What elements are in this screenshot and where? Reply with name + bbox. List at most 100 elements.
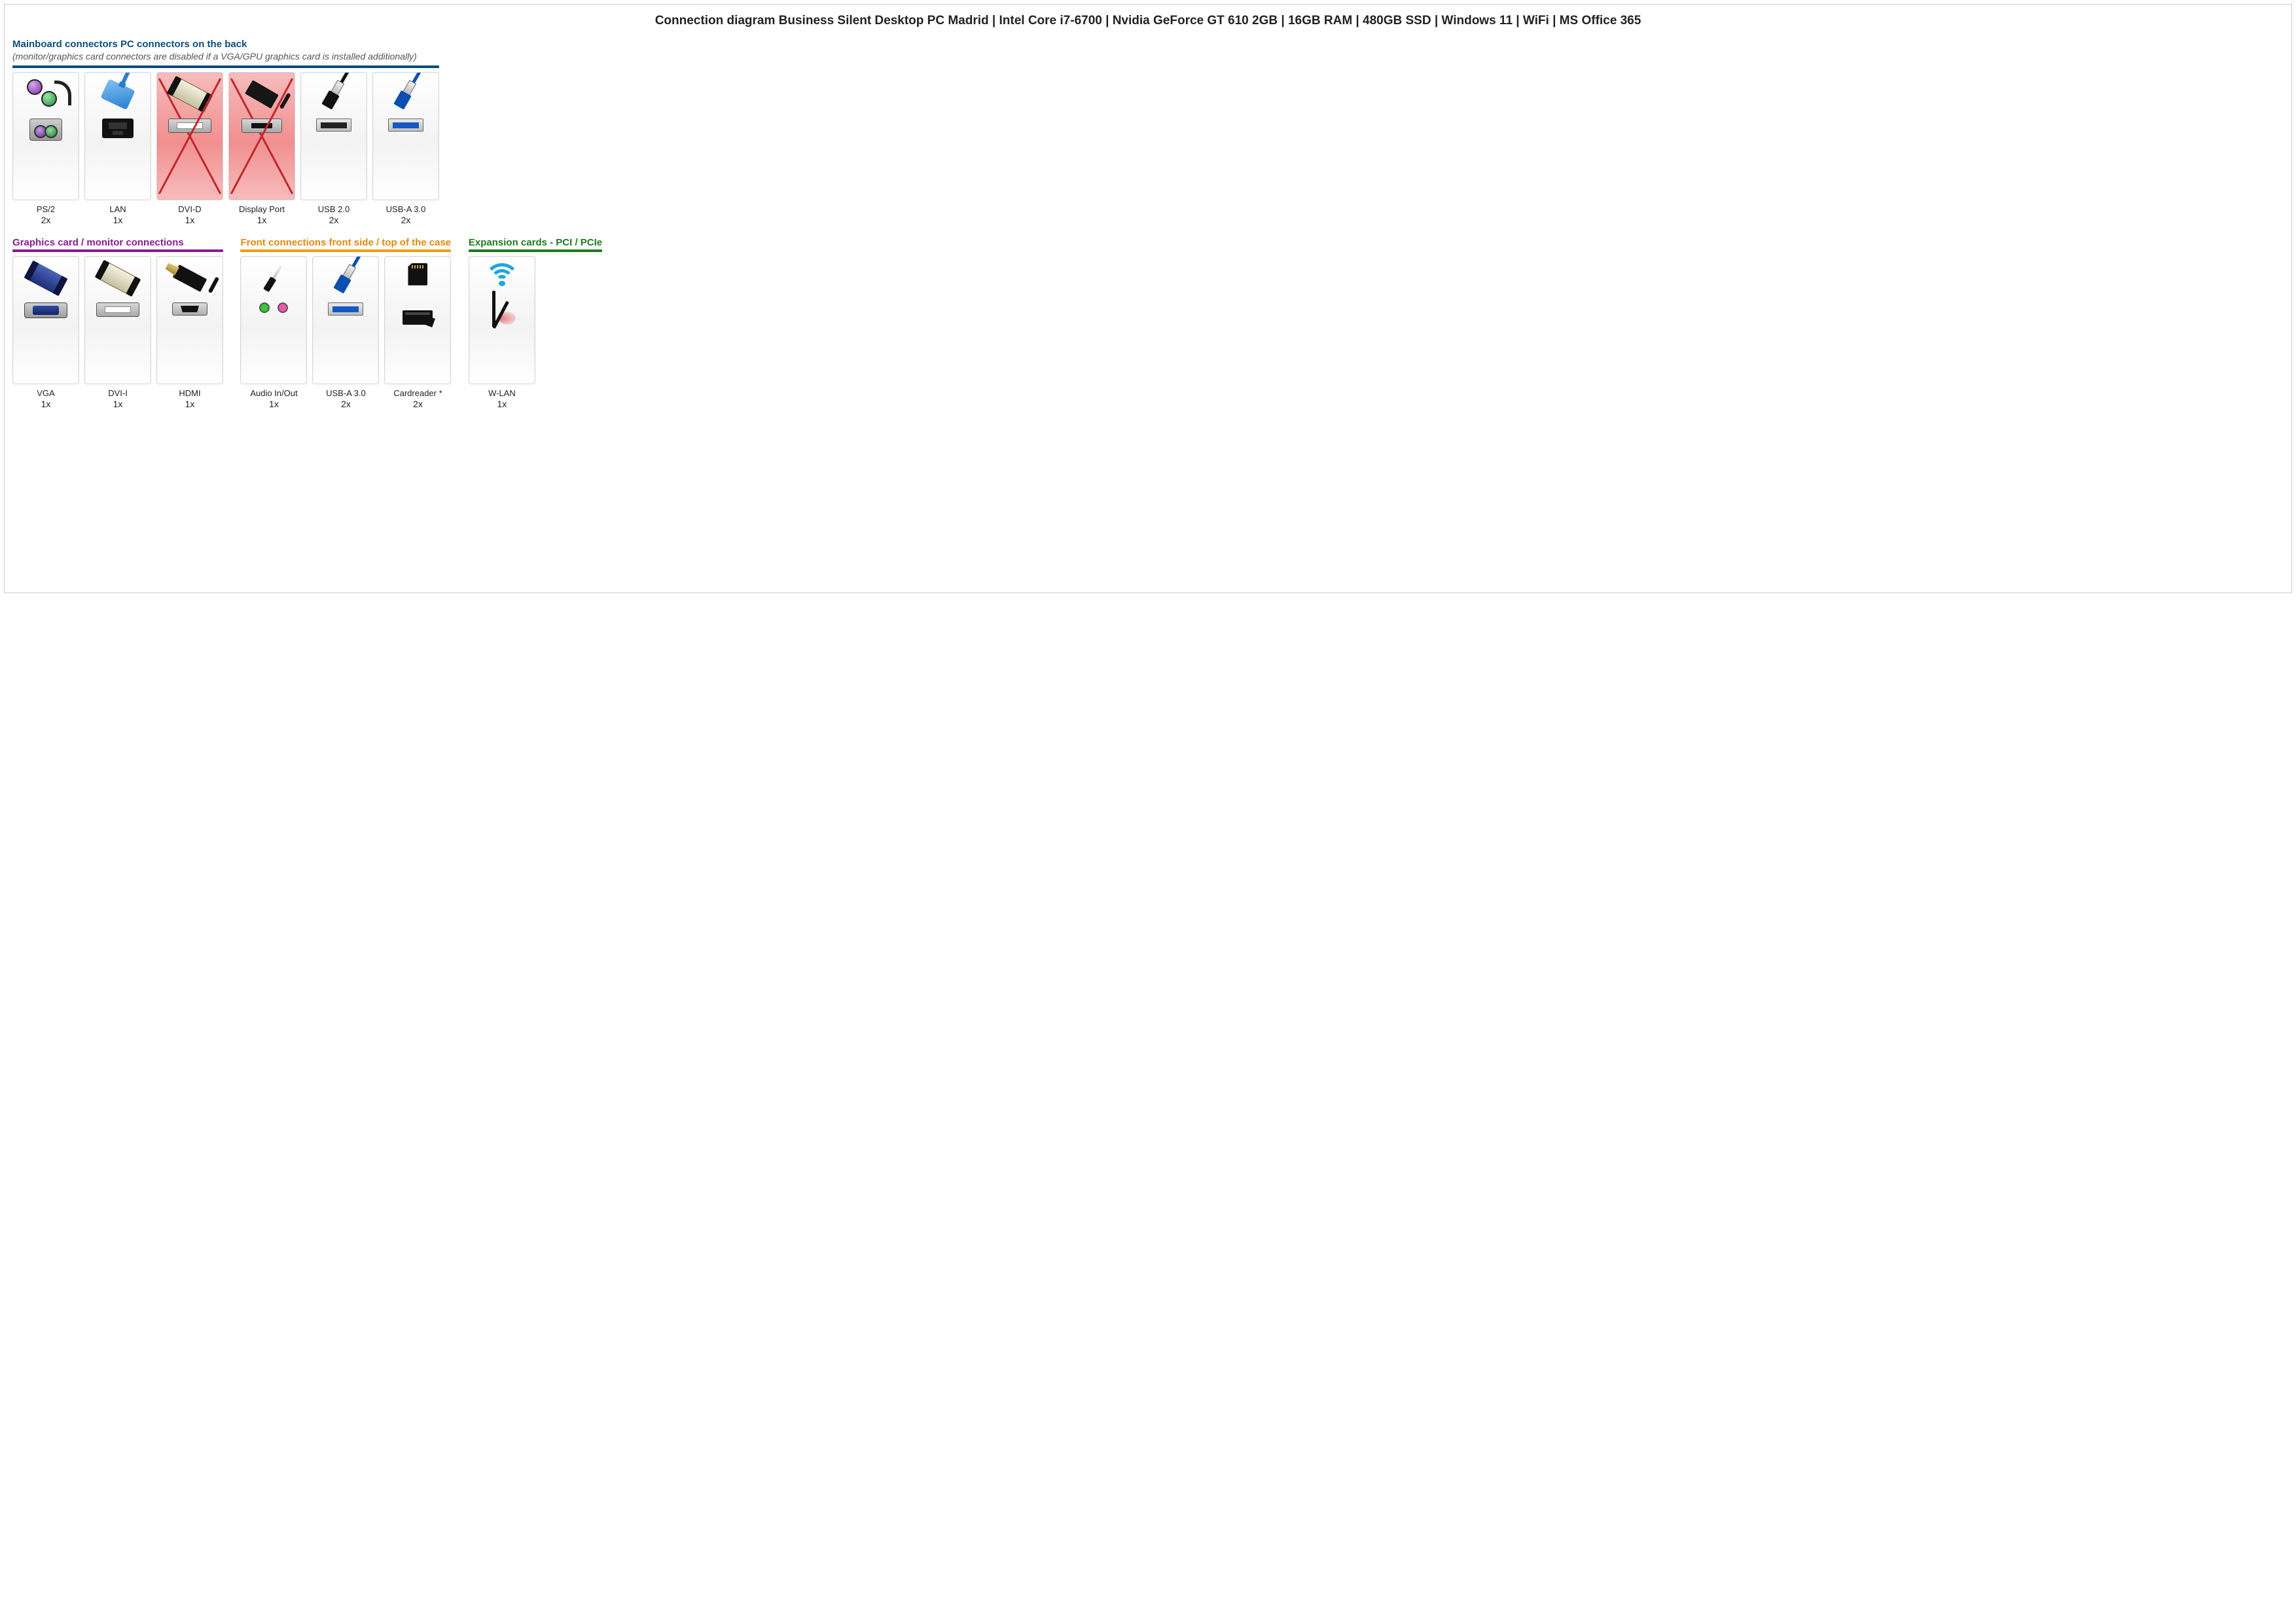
cards-front: Audio In/Out 1x USB-A 3.0 2x: [240, 256, 451, 409]
wlan-antenna-icon: [486, 288, 518, 327]
label-displayport: Display Port: [228, 204, 295, 215]
dvi-plug-icon: [167, 79, 213, 109]
audio-ports-icon: [259, 302, 288, 313]
label-usb2: USB 2.0: [300, 204, 367, 215]
connector-usb3-rear: USB-A 3.0 2x: [372, 72, 439, 225]
row-mainboard: Mainboard connectors PC connectors on th…: [12, 39, 2284, 237]
connector-usb3-front: USB-A 3.0 2x: [312, 256, 379, 409]
label-cardreader: Cardreader *: [384, 388, 451, 399]
connector-audio: Audio In/Out 1x: [240, 256, 307, 409]
rule-front: [240, 249, 451, 252]
dvi-i-port-icon: [96, 302, 139, 317]
usb3-plug-icon: [383, 79, 429, 109]
tile-lan: [84, 72, 151, 200]
connector-ps2: PS/2 2x: [12, 72, 79, 225]
connector-lan: LAN 1x: [84, 72, 151, 225]
audio-plug-icon: [251, 263, 296, 293]
connector-wlan: W-LAN 1x: [469, 256, 535, 409]
connection-diagram-page: Connection diagram Business Silent Deskt…: [4, 4, 2292, 593]
vga-port-icon: [24, 302, 67, 318]
hdmi-port-icon: [172, 302, 207, 316]
count-displayport: 1x: [228, 215, 295, 225]
label-dvid: DVI-D: [156, 204, 223, 215]
tile-usb3-front: [312, 256, 379, 384]
wifi-icon: [484, 263, 520, 287]
count-dvii: 1x: [84, 399, 151, 409]
section-title-mainboard: Mainboard connectors PC connectors on th…: [12, 39, 439, 50]
usb3-front-plug-icon: [323, 263, 368, 293]
usb2-port-icon: [316, 119, 351, 132]
connector-displayport: Display Port 1x: [228, 72, 295, 225]
section-front: Front connections front side / top of th…: [240, 237, 451, 409]
count-dvid: 1x: [156, 215, 223, 225]
label-usb3-front: USB-A 3.0: [312, 388, 379, 399]
usb3-front-port-icon: [328, 302, 363, 316]
rj45-plug-icon: [95, 79, 141, 109]
displayport-plug-icon: [239, 79, 285, 109]
count-audio: 1x: [240, 399, 307, 409]
count-ps2: 2x: [12, 215, 79, 225]
label-lan: LAN: [84, 204, 151, 215]
cardreader-slot-icon: [403, 310, 433, 325]
tile-wlan: [469, 256, 535, 384]
count-usb3-rear: 2x: [372, 215, 439, 225]
tile-vga: [12, 256, 79, 384]
count-lan: 1x: [84, 215, 151, 225]
tile-usb2: [300, 72, 367, 200]
rule-mainboard: [12, 65, 439, 68]
section-title-expansion: Expansion cards - PCI / PCIe: [469, 237, 602, 248]
cards-expansion: W-LAN 1x: [469, 256, 602, 409]
rule-graphics: [12, 249, 223, 252]
usb2-plug-icon: [311, 79, 357, 109]
count-cardreader: 2x: [384, 399, 451, 409]
vga-plug-icon: [23, 263, 69, 293]
count-vga: 1x: [12, 399, 79, 409]
count-usb3-front: 2x: [312, 399, 379, 409]
label-ps2: PS/2: [12, 204, 79, 215]
connector-usb2: USB 2.0 2x: [300, 72, 367, 225]
tile-hdmi: [156, 256, 223, 384]
dvi-d-port-icon: [168, 119, 211, 133]
count-usb2: 2x: [300, 215, 367, 225]
row-lower: Graphics card / monitor connections VGA …: [12, 237, 2284, 421]
label-usb3-rear: USB-A 3.0: [372, 204, 439, 215]
section-title-graphics: Graphics card / monitor connections: [12, 237, 223, 248]
connector-vga: VGA 1x: [12, 256, 79, 409]
audio-out-jack-icon: [259, 302, 270, 313]
label-dvii: DVI-I: [84, 388, 151, 399]
count-hdmi: 1x: [156, 399, 223, 409]
hdmi-plug-icon: [167, 263, 213, 293]
tile-cardreader: [384, 256, 451, 384]
cards-mainboard: PS/2 2x LAN 1x: [12, 72, 439, 225]
tile-dvii: [84, 256, 151, 384]
tile-ps2: [12, 72, 79, 200]
tile-displayport: [228, 72, 295, 200]
section-mainboard: Mainboard connectors PC connectors on th…: [12, 39, 439, 225]
section-title-front: Front connections front side / top of th…: [240, 237, 451, 248]
connector-hdmi: HDMI 1x: [156, 256, 223, 409]
audio-in-jack-icon: [278, 302, 288, 313]
connector-dvid: DVI-D 1x: [156, 72, 223, 225]
cards-graphics: VGA 1x DVI-I 1x: [12, 256, 223, 409]
connector-cardreader: Cardreader * 2x: [384, 256, 451, 409]
section-expansion: Expansion cards - PCI / PCIe W-LAN 1x: [469, 237, 602, 409]
label-audio: Audio In/Out: [240, 388, 307, 399]
rj45-port-icon: [102, 119, 134, 138]
page-title: Connection diagram Business Silent Deskt…: [12, 12, 2284, 29]
count-wlan: 1x: [469, 399, 535, 409]
ps2-plug-icon: [23, 79, 69, 109]
displayport-port-icon: [242, 119, 282, 133]
dvii-plug-icon: [95, 263, 141, 293]
rule-expansion: [469, 249, 602, 252]
ps2-port-icon: [29, 119, 62, 141]
usb3-port-icon: [388, 119, 423, 132]
sdcard-icon: [395, 263, 440, 293]
tile-audio: [240, 256, 307, 384]
label-hdmi: HDMI: [156, 388, 223, 399]
connector-dvii: DVI-I 1x: [84, 256, 151, 409]
label-vga: VGA: [12, 388, 79, 399]
section-graphics: Graphics card / monitor connections VGA …: [12, 237, 223, 409]
section-note-mainboard: (monitor/graphics card connectors are di…: [12, 51, 439, 62]
tile-dvid: [156, 72, 223, 200]
label-wlan: W-LAN: [469, 388, 535, 399]
